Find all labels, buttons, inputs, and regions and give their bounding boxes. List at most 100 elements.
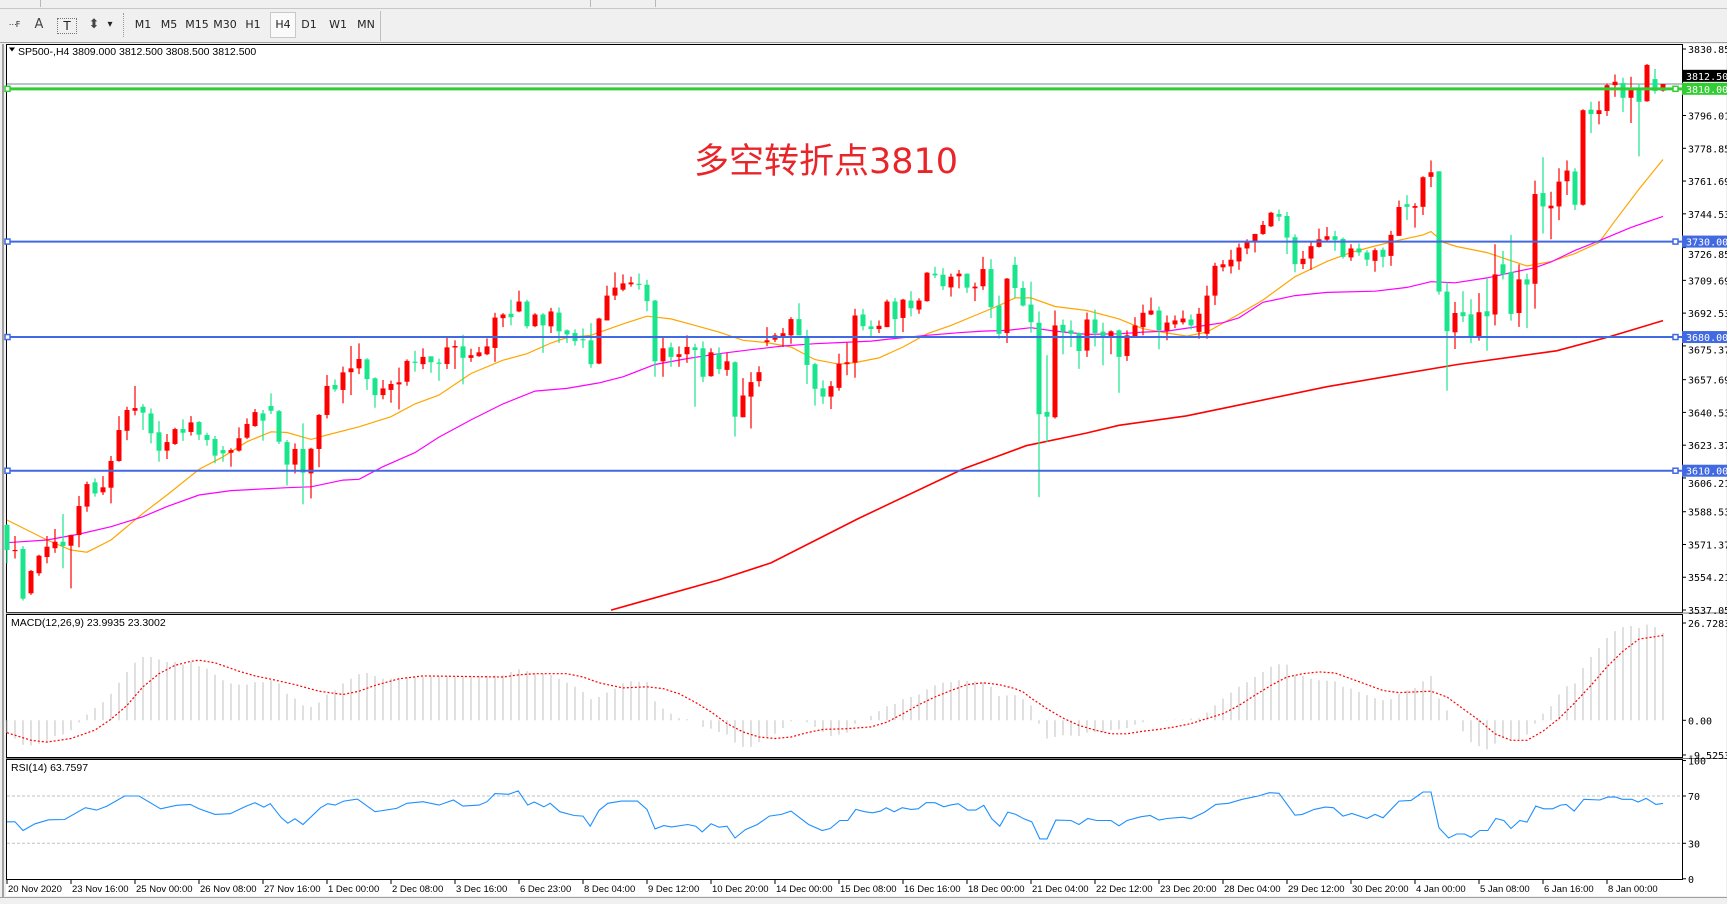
candle[interactable] — [1532, 180, 1538, 309]
candle[interactable] — [1124, 330, 1130, 361]
candle[interactable] — [116, 416, 122, 462]
candle[interactable] — [1524, 273, 1530, 329]
candle[interactable] — [356, 343, 362, 375]
candle[interactable] — [1460, 291, 1466, 322]
candle[interactable] — [1132, 317, 1138, 338]
candle[interactable] — [1100, 322, 1106, 366]
candle[interactable] — [708, 348, 714, 377]
candle[interactable] — [108, 456, 114, 504]
candle[interactable] — [684, 335, 690, 363]
candle[interactable] — [1596, 101, 1602, 125]
candle[interactable] — [1196, 307, 1202, 339]
candle[interactable] — [636, 273, 642, 290]
candle[interactable] — [36, 554, 42, 576]
candle[interactable] — [412, 350, 418, 372]
candle[interactable] — [1420, 176, 1426, 216]
candle[interactable] — [316, 414, 322, 468]
rsi-panel[interactable] — [6, 759, 1683, 880]
toolbar-group[interactable] — [595, 0, 656, 7]
arrows-tool-icon[interactable]: ⬍ — [88, 17, 100, 32]
horizontal-level-3610[interactable]: 3610.000 — [4, 464, 1727, 478]
candle[interactable] — [1580, 109, 1586, 206]
period-h1-button[interactable]: H1 — [245, 18, 261, 31]
level-handle-left[interactable] — [4, 238, 11, 245]
candle[interactable] — [212, 435, 218, 464]
candle[interactable] — [396, 367, 402, 410]
candle[interactable] — [916, 298, 922, 314]
candle[interactable] — [1388, 230, 1394, 266]
candle[interactable] — [660, 337, 666, 377]
toolbar-grip[interactable] — [123, 13, 126, 37]
candle[interactable] — [1452, 301, 1458, 350]
candle[interactable] — [1212, 262, 1218, 305]
candle[interactable] — [380, 380, 386, 400]
candle[interactable] — [748, 372, 754, 429]
candle[interactable] — [1076, 332, 1082, 369]
horizontal-level-3680[interactable]: 3680.000 — [4, 331, 1727, 344]
candle[interactable] — [1484, 278, 1490, 351]
candle[interactable] — [884, 299, 890, 328]
candle[interactable] — [1308, 242, 1314, 270]
candle[interactable] — [676, 346, 682, 367]
level-handle-right[interactable] — [1672, 467, 1679, 474]
candle[interactable] — [204, 432, 210, 446]
candle[interactable] — [1476, 293, 1482, 341]
candle[interactable] — [332, 379, 338, 392]
candle[interactable] — [468, 348, 474, 362]
candle[interactable] — [1572, 168, 1578, 211]
candle[interactable] — [980, 256, 986, 290]
candle[interactable] — [1348, 244, 1354, 261]
candle[interactable] — [652, 299, 658, 377]
candle[interactable] — [1636, 83, 1642, 157]
candle[interactable] — [1612, 74, 1618, 97]
candle[interactable] — [12, 536, 18, 559]
candle[interactable] — [1116, 329, 1122, 393]
candle[interactable] — [996, 295, 1002, 339]
candle[interactable] — [836, 353, 842, 391]
candle[interactable] — [876, 320, 882, 334]
candle[interactable] — [348, 346, 354, 396]
candle[interactable] — [948, 273, 954, 297]
candle[interactable] — [1036, 311, 1042, 498]
candle[interactable] — [1204, 285, 1210, 339]
candle[interactable] — [1564, 160, 1570, 195]
candle[interactable] — [844, 342, 850, 376]
candle[interactable] — [1068, 320, 1074, 347]
candle[interactable] — [1356, 243, 1362, 256]
candle[interactable] — [196, 421, 202, 440]
candle[interactable] — [84, 481, 90, 512]
candle[interactable] — [436, 358, 442, 381]
candle[interactable] — [1372, 248, 1378, 272]
candle[interactable] — [1188, 314, 1194, 330]
candle[interactable] — [20, 546, 26, 601]
candle[interactable] — [620, 274, 626, 292]
candle[interactable] — [1492, 244, 1498, 326]
candle[interactable] — [220, 446, 226, 462]
candle[interactable] — [44, 536, 50, 564]
candle[interactable] — [1180, 310, 1186, 325]
candle[interactable] — [740, 378, 746, 418]
horizontal-level-3810[interactable]: 3810.000 — [4, 82, 1727, 96]
candle[interactable] — [324, 375, 330, 419]
candle[interactable] — [540, 313, 546, 353]
candle[interactable] — [892, 297, 898, 338]
candle[interactable] — [1268, 211, 1274, 228]
candle[interactable] — [1028, 281, 1034, 333]
candle[interactable] — [1396, 200, 1402, 236]
candle[interactable] — [188, 416, 194, 436]
candle[interactable] — [1012, 256, 1018, 298]
candle[interactable] — [1220, 260, 1226, 272]
candle[interactable] — [1140, 304, 1146, 336]
candle[interactable] — [1556, 168, 1562, 221]
candle[interactable] — [932, 266, 938, 279]
candle[interactable] — [860, 308, 866, 331]
macd-panel[interactable] — [6, 614, 1683, 758]
candle[interactable] — [1148, 297, 1154, 316]
candle[interactable] — [908, 291, 914, 317]
candle[interactable] — [300, 423, 306, 505]
candle[interactable] — [500, 313, 506, 328]
level-handle-right[interactable] — [1672, 238, 1679, 245]
candle[interactable] — [1324, 227, 1330, 242]
candle[interactable] — [1500, 250, 1506, 280]
